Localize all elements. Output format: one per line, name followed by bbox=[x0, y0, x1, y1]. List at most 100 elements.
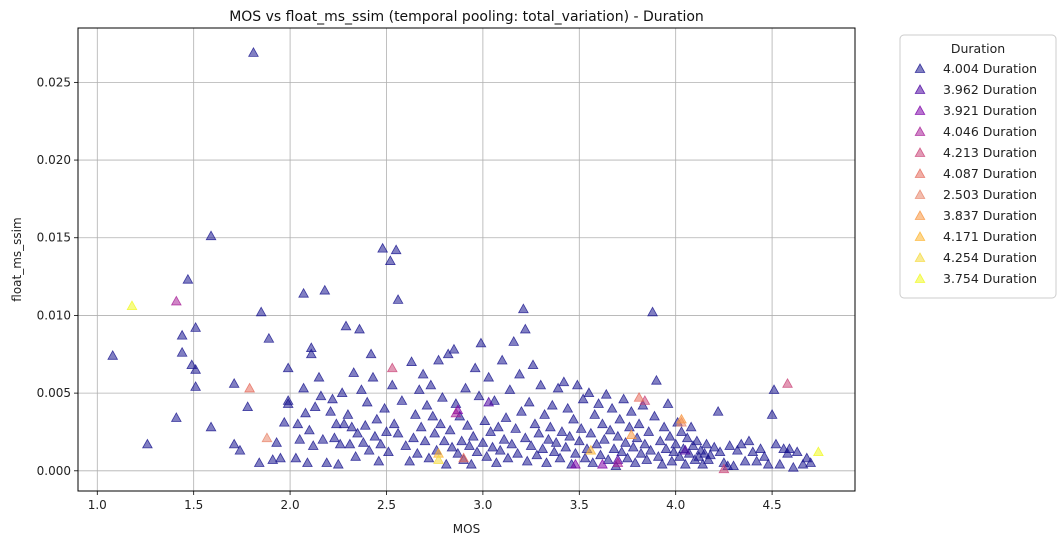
data-point bbox=[523, 396, 535, 407]
data-point bbox=[205, 421, 217, 432]
data-point bbox=[697, 458, 709, 469]
data-point bbox=[170, 295, 182, 306]
data-point bbox=[463, 440, 475, 450]
data-point bbox=[319, 284, 331, 295]
data-point bbox=[708, 441, 720, 452]
data-point bbox=[294, 433, 306, 444]
data-point bbox=[190, 363, 202, 374]
data-point bbox=[608, 443, 620, 453]
data-point bbox=[436, 391, 448, 402]
legend-marker bbox=[914, 105, 926, 115]
data-point bbox=[585, 444, 597, 455]
data-point bbox=[666, 455, 678, 466]
data-point bbox=[649, 410, 660, 421]
data-point bbox=[313, 371, 325, 382]
data-point bbox=[714, 446, 726, 457]
legend-label: 4.254 Duration bbox=[943, 250, 1037, 265]
data-point bbox=[548, 446, 560, 457]
data-point bbox=[596, 418, 608, 429]
data-point bbox=[475, 337, 487, 348]
data-point bbox=[558, 376, 570, 387]
data-point bbox=[625, 405, 637, 416]
data-point bbox=[606, 402, 618, 413]
data-point bbox=[645, 444, 657, 455]
data-point bbox=[327, 393, 338, 404]
data-point bbox=[244, 382, 256, 393]
x-tick-label: 3.0 bbox=[473, 498, 492, 512]
data-point bbox=[462, 419, 473, 430]
data-point bbox=[579, 452, 591, 463]
data-point bbox=[623, 421, 635, 432]
data-point bbox=[458, 452, 470, 463]
data-point bbox=[469, 362, 481, 373]
data-point bbox=[170, 412, 182, 422]
data-point bbox=[656, 458, 668, 469]
data-point bbox=[550, 437, 562, 447]
data-point bbox=[585, 427, 597, 438]
data-point bbox=[400, 440, 412, 450]
legend-marker bbox=[914, 63, 926, 73]
data-point bbox=[514, 368, 525, 379]
data-point bbox=[743, 435, 755, 446]
data-point bbox=[712, 405, 724, 416]
data-point bbox=[718, 463, 730, 474]
data-point bbox=[248, 47, 259, 57]
data-point bbox=[616, 446, 628, 457]
data-point bbox=[751, 455, 763, 466]
legend-label: 4.046 Duration bbox=[943, 124, 1037, 139]
plot-area-frame bbox=[77, 27, 856, 492]
data-point bbox=[483, 371, 495, 382]
data-point bbox=[290, 452, 302, 463]
data-point bbox=[359, 419, 371, 430]
data-point bbox=[735, 438, 747, 449]
data-point bbox=[354, 323, 365, 334]
data-point bbox=[506, 438, 518, 449]
data-point bbox=[292, 418, 304, 429]
data-point bbox=[490, 457, 502, 467]
data-point bbox=[633, 418, 645, 429]
data-point bbox=[427, 410, 439, 421]
data-point bbox=[591, 438, 603, 449]
data-point bbox=[577, 393, 589, 404]
data-point bbox=[205, 230, 217, 241]
data-point bbox=[176, 329, 188, 340]
data-point bbox=[570, 458, 581, 469]
data-point bbox=[190, 322, 202, 332]
data-point bbox=[571, 379, 583, 390]
data-point bbox=[633, 391, 645, 402]
x-tick-label: 4.5 bbox=[763, 498, 782, 512]
data-point bbox=[643, 426, 655, 436]
data-point bbox=[446, 441, 458, 452]
data-point bbox=[450, 407, 462, 418]
data-point bbox=[664, 430, 676, 441]
data-point bbox=[570, 447, 581, 458]
data-point bbox=[278, 416, 290, 427]
data-point bbox=[676, 413, 687, 424]
data-point bbox=[390, 244, 402, 255]
y-tick-label: 0.015 bbox=[37, 231, 71, 245]
legend-box bbox=[899, 34, 1057, 299]
data-point bbox=[614, 413, 626, 424]
data-point bbox=[496, 354, 508, 365]
data-point bbox=[554, 452, 566, 463]
data-point bbox=[433, 454, 444, 464]
legend-marker bbox=[914, 147, 926, 157]
data-point bbox=[444, 424, 456, 435]
data-point bbox=[519, 432, 531, 443]
data-point bbox=[602, 454, 614, 464]
data-point bbox=[352, 427, 363, 438]
data-point bbox=[373, 455, 385, 466]
data-point bbox=[593, 398, 605, 408]
grid-lines bbox=[78, 28, 855, 491]
data-point bbox=[275, 452, 286, 463]
data-point bbox=[801, 452, 813, 463]
data-point bbox=[415, 421, 427, 432]
data-point bbox=[620, 437, 631, 447]
data-point bbox=[330, 418, 342, 429]
data-point bbox=[724, 440, 736, 450]
legend-label: 3.837 Duration bbox=[943, 208, 1037, 223]
data-point bbox=[384, 255, 396, 265]
data-point bbox=[539, 409, 551, 419]
data-point bbox=[375, 438, 387, 449]
data-point bbox=[658, 421, 670, 432]
